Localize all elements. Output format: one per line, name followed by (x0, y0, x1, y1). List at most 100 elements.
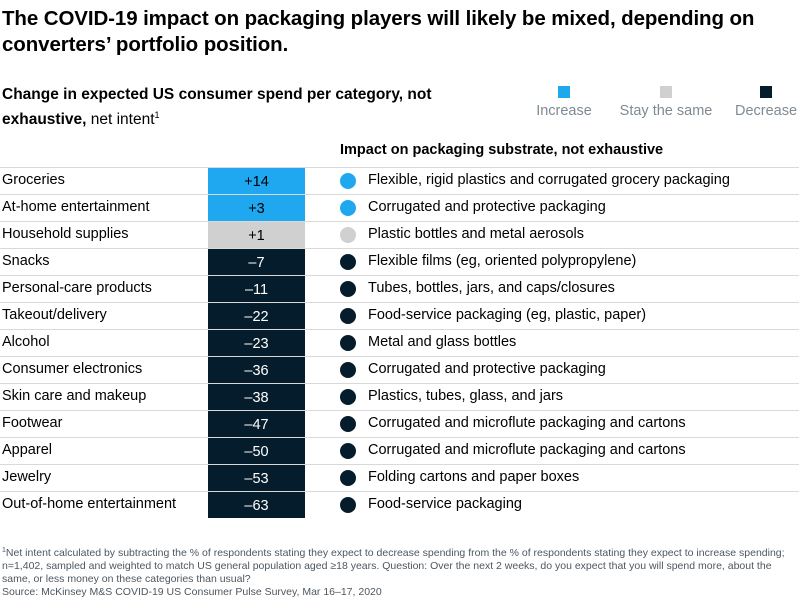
category-label: Snacks (2, 253, 50, 269)
category-label: Footwear (2, 415, 63, 431)
value-label: –7 (248, 255, 264, 271)
status-dot (340, 470, 356, 486)
row-divider (0, 248, 799, 249)
value-cell (208, 167, 305, 194)
legend-swatch-increase (558, 86, 570, 98)
impact-label: Food-service packaging (368, 496, 522, 512)
value-cell (208, 221, 305, 248)
value-label: +3 (248, 201, 265, 217)
impact-label: Corrugated and microflute packaging and … (368, 442, 686, 458)
impact-column-header: Impact on packaging substrate, not exhau… (340, 142, 664, 158)
value-cell (208, 248, 305, 275)
value-cell (208, 194, 305, 221)
chart-subtitle: Change in expected US consumer spend per… (2, 84, 452, 130)
status-dot (340, 443, 356, 459)
value-label: –11 (245, 282, 268, 298)
footnote: 1Net intent calculated by subtracting th… (2, 544, 799, 599)
row-divider (0, 356, 799, 357)
table-row: Snacks Flexible films (eg, oriented polyp… (0, 248, 799, 275)
category-label: Skin care and makeup (2, 388, 147, 404)
status-dot (340, 173, 356, 189)
table-row: Out-of-home entertainment Food-service pa… (0, 491, 799, 518)
category-label: Consumer electronics (2, 361, 143, 377)
value-label: +1 (248, 228, 265, 244)
row-divider (0, 383, 799, 384)
category-label: Household supplies (2, 226, 129, 242)
value-cell (208, 329, 305, 356)
legend-swatch-decrease (760, 86, 772, 98)
value-cell (208, 437, 305, 464)
status-dot (340, 416, 356, 432)
category-label: Takeout/delivery (2, 307, 107, 323)
subtitle-bold: Change in expected US consumer spend per… (2, 86, 432, 128)
impact-label: Flexible, rigid plastics and corrugated … (368, 172, 730, 188)
table-row: Personal-care products Tubes, bottles, ja… (0, 275, 799, 302)
status-dot (340, 227, 356, 243)
row-divider (0, 410, 799, 411)
value-cell (208, 410, 305, 437)
status-dot (340, 389, 356, 405)
legend-swatch-same (660, 86, 672, 98)
table-row: Apparel Corrugated and microflute packagi… (0, 437, 799, 464)
category-label: Out-of-home entertainment (2, 496, 177, 512)
category-label: Personal-care products (2, 280, 152, 296)
status-dot (340, 200, 356, 216)
row-divider (0, 464, 799, 465)
table-row: Household supplies Plastic bottles and me… (0, 221, 799, 248)
table-row: Takeout/delivery Food-service packaging (… (0, 302, 799, 329)
impact-label: Folding cartons and paper boxes (368, 469, 580, 485)
row-divider (0, 275, 799, 276)
category-label: Groceries (2, 172, 65, 188)
legend-label-increase: Increase (536, 103, 592, 119)
value-label: –36 (244, 363, 268, 379)
legend-decrease: Decrease (732, 86, 799, 120)
category-label: Jewelry (2, 469, 52, 485)
footnote-text: 1Net intent calculated by subtracting th… (2, 544, 799, 586)
table-row: Consumer electronics Corrugated and prote… (0, 356, 799, 383)
row-divider (0, 221, 799, 222)
status-dot (340, 281, 356, 297)
impact-label: Metal and glass bottles (368, 334, 517, 350)
status-dot (340, 362, 356, 378)
table-row: Groceries Flexible, rigid plastics and co… (0, 167, 799, 194)
value-label: –47 (244, 417, 268, 433)
subtitle-footnote-mark: 1 (154, 110, 160, 120)
category-label: At-home entertainment (2, 199, 150, 215)
subtitle-normal: net intent (86, 111, 155, 128)
impact-label: Corrugated and microflute packaging and … (368, 415, 686, 431)
value-cell (208, 302, 305, 329)
value-label: –23 (244, 336, 268, 352)
status-dot (340, 497, 356, 513)
row-divider (0, 167, 799, 168)
value-label: –53 (244, 471, 268, 487)
footnote-source: Source: McKinsey M&S COVID-19 US Consume… (2, 586, 382, 598)
impact-label: Plastic bottles and metal aerosols (368, 226, 584, 242)
category-label: Apparel (2, 442, 52, 458)
impact-label: Flexible films (eg, oriented polypropyle… (368, 253, 637, 269)
category-label: Alcohol (2, 334, 50, 350)
chart-title: The COVID-19 impact on packaging players… (2, 7, 755, 56)
value-label: –38 (244, 390, 268, 406)
impact-label: Corrugated and protective packaging (368, 361, 606, 377)
value-cell (208, 356, 305, 383)
value-cell (208, 383, 305, 410)
value-label: –50 (244, 444, 268, 460)
row-divider (0, 437, 799, 438)
table-row: Jewelry Folding cartons and paper boxes (0, 464, 799, 491)
row-divider (0, 302, 799, 303)
value-label: +14 (244, 174, 269, 190)
status-dot (340, 254, 356, 270)
legend-label-same: Stay the same (619, 103, 713, 119)
value-cell (208, 491, 305, 518)
legend-label-decrease: Decrease (734, 103, 798, 119)
row-divider (0, 194, 799, 195)
impact-label: Food-service packaging (eg, plastic, pap… (368, 307, 647, 323)
table-row: Footwear Corrugated and microflute packag… (0, 410, 799, 437)
row-divider (0, 491, 799, 492)
value-cell (208, 464, 305, 491)
table-row: Alcohol Metal and glass bottles (0, 329, 799, 356)
value-cell (208, 275, 305, 302)
footnote-body: Net intent calculated by subtracting the… (2, 547, 785, 585)
status-dot (340, 335, 356, 351)
